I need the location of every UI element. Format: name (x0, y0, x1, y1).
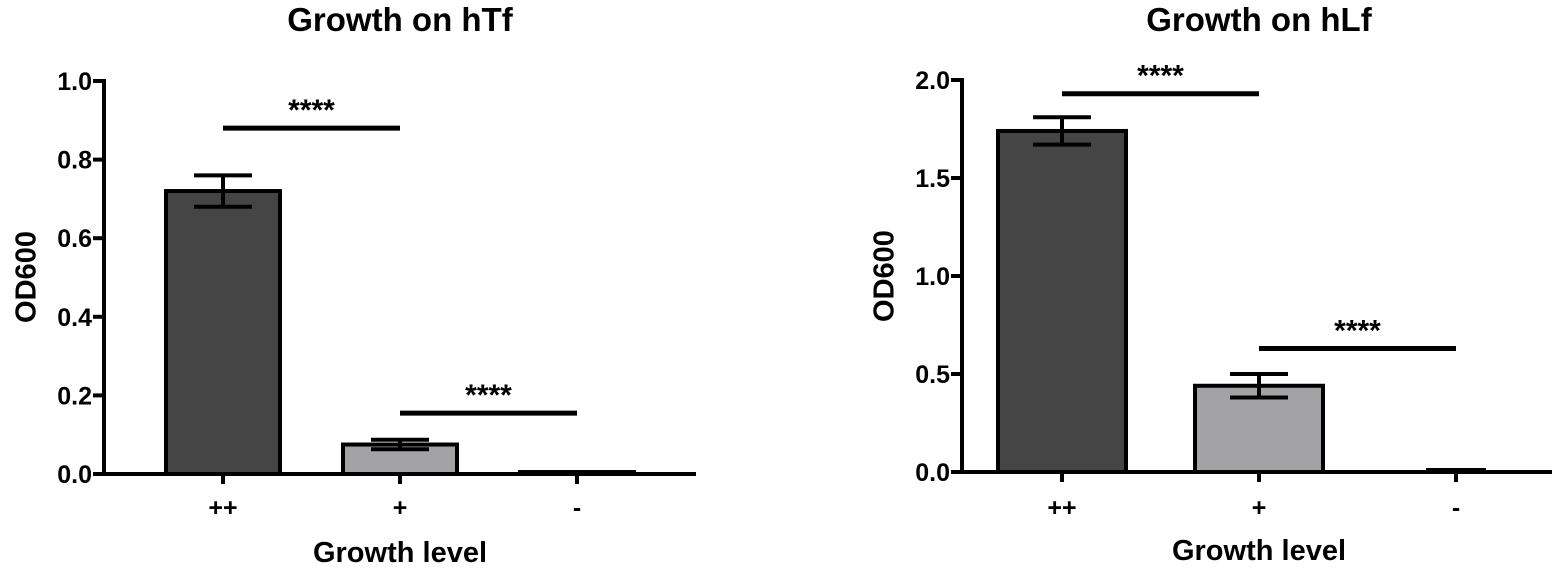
y-axis-label: OD600 (11, 231, 43, 323)
bar (164, 189, 282, 476)
x-axis-label: Growth level (1172, 535, 1346, 566)
x-tick-label: ++ (208, 494, 237, 522)
y-tick-label: 0.2 (57, 382, 92, 410)
y-tick-label: 0.4 (57, 304, 92, 332)
significance-label: **** (1334, 315, 1381, 348)
significance-label: **** (288, 94, 335, 127)
y-tick-label: 0.6 (57, 225, 92, 253)
chart-title: Growth on hTf (287, 1, 513, 38)
y-tick-label: 0.5 (915, 361, 950, 389)
y-axis-label: OD600 (869, 230, 901, 322)
y-tick-label: 1.0 (57, 68, 92, 96)
bar (996, 128, 1128, 475)
bar (1193, 383, 1325, 475)
x-tick-label: - (1452, 494, 1460, 522)
x-tick-label: + (393, 494, 408, 522)
y-tick-label: 1.5 (915, 165, 950, 193)
x-tick-label: + (1252, 494, 1267, 522)
y-tick-label: 1.0 (915, 263, 950, 291)
y-tick-label: 0.0 (915, 459, 950, 487)
significance-label: **** (1137, 60, 1184, 93)
significance-label: **** (465, 379, 512, 412)
y-tick-label: 2.0 (915, 67, 950, 95)
x-axis-label: Growth level (313, 537, 487, 566)
chart-title: Growth on hLf (1146, 1, 1372, 38)
y-tick-label: 0.0 (57, 461, 92, 489)
y-tick-label: 0.8 (57, 147, 92, 175)
x-tick-label: - (573, 494, 581, 522)
x-tick-label: ++ (1047, 494, 1076, 522)
